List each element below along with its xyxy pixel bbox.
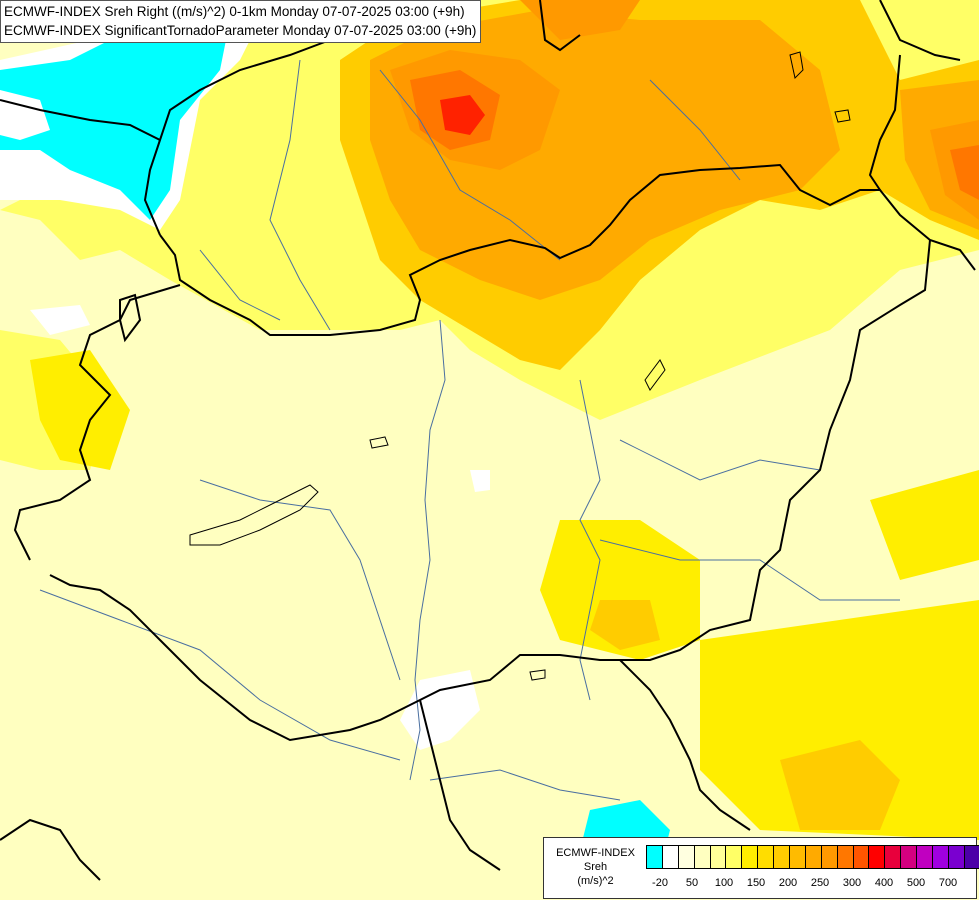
legend-tick-label: 100 — [714, 877, 734, 889]
legend-swatch-20 — [964, 846, 979, 868]
legend-swatch-14 — [869, 846, 886, 868]
country-borders — [0, 0, 976, 881]
legend-swatches — [646, 845, 979, 869]
legend-tick-label: 150 — [746, 877, 766, 889]
legend-swatch-7 — [758, 846, 775, 868]
legend-tick-label: 250 — [810, 877, 830, 889]
lakes — [189, 51, 851, 681]
legend-swatch-16 — [901, 846, 918, 868]
legend-swatch-11 — [821, 846, 838, 868]
sreh-field-layers — [0, 0, 979, 880]
legend-swatch-5 — [726, 846, 743, 868]
legend-swatch-1 — [662, 846, 679, 868]
legend-tick-label: -20 — [652, 877, 668, 889]
legend-swatch-2 — [678, 846, 695, 868]
legend-swatch-18 — [933, 846, 949, 868]
legend-title-source: ECMWF-INDEX — [556, 847, 635, 859]
legend-swatch-10 — [805, 846, 822, 868]
legend-swatch-8 — [774, 846, 791, 868]
map-title-box: ECMWF-INDEX Sreh Right ((m/s)^2) 0-1km M… — [0, 0, 482, 43]
legend-tick-label: 500 — [906, 877, 926, 889]
legend-swatch-12 — [837, 846, 854, 868]
legend-swatch-3 — [694, 846, 711, 868]
legend-swatch-6 — [742, 846, 759, 868]
legend-swatch-15 — [885, 846, 902, 868]
legend-swatch-13 — [853, 846, 870, 868]
title-line-stp: ECMWF-INDEX SignificantTornadoParameter … — [4, 23, 477, 38]
legend-swatch-0 — [647, 846, 663, 868]
legend-title-variable: Sreh — [583, 861, 608, 873]
title-line-sreh: ECMWF-INDEX Sreh Right ((m/s)^2) 0-1km M… — [4, 4, 465, 19]
legend-tick-label: 200 — [778, 877, 798, 889]
legend-swatch-17 — [917, 846, 934, 868]
legend-title: ECMWF-INDEX Sreh (m/s)^2 — [548, 846, 643, 888]
legend-swatch-4 — [710, 846, 727, 868]
legend-title-unit: (m/s)^2 — [577, 875, 614, 887]
color-legend: ECMWF-INDEX Sreh (m/s)^2 -20 50 100 150 200 2… — [543, 837, 979, 899]
rivers — [39, 59, 900, 801]
legend-swatch-9 — [790, 846, 806, 868]
legend-tick-label: 700 — [938, 877, 958, 889]
legend-tick-label: 300 — [842, 877, 862, 889]
legend-swatch-19 — [948, 846, 965, 868]
legend-tick-label: 400 — [874, 877, 894, 889]
legend-tick-label: 50 — [685, 877, 699, 889]
